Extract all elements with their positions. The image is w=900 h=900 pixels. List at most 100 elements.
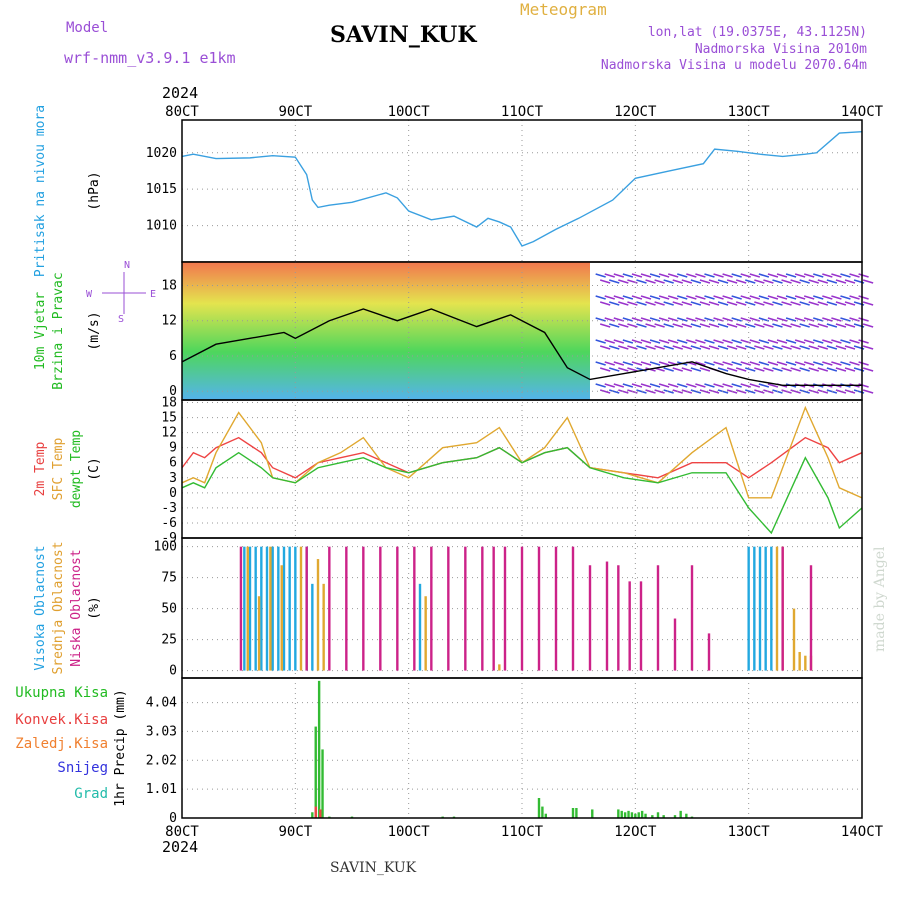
compass-east: E [150,289,156,300]
wind-barb [731,339,742,344]
compass-north: N [124,260,130,271]
wind-barb [695,295,706,300]
wind-barb [654,345,665,350]
bar [630,812,634,818]
wind-barb [609,389,620,394]
wind-barb [745,301,756,306]
wind-barb [826,301,838,306]
wind-barb [672,279,683,284]
bar [379,546,382,671]
bar [243,546,246,671]
wind-barb [717,301,729,306]
wind-barb [763,367,774,372]
wind-barb [622,273,634,278]
wind-barb [822,295,833,300]
wind-barb [826,323,838,328]
bar [498,664,501,671]
wind-barb [690,301,702,306]
wind-barb [745,345,756,350]
wind-barb [858,273,869,278]
wind-barb [681,345,693,350]
wind-barb [686,383,697,388]
wind-barb [595,339,606,344]
wind-barb [754,279,765,284]
bar [464,546,467,671]
station-title: SAVIN_KUK [330,22,477,48]
y-tick-label: 0 [169,811,177,826]
wind-barb [640,361,652,366]
wind-barb [658,295,670,300]
bar [605,561,609,671]
panel-frame [181,677,863,819]
wind-barb [781,279,792,284]
wind-barb [654,389,665,394]
bar [640,810,644,818]
bar [575,808,578,818]
series-line [181,405,863,499]
bar [809,565,813,671]
wind-barb [817,301,829,306]
wind-barb [713,317,724,322]
y-tick-label: 18 [161,278,177,293]
wind-barb [758,383,770,388]
bar [627,810,630,818]
wind-barb [667,339,679,344]
wind-barb [776,317,788,322]
wind-barb [813,361,824,366]
wind-barb [622,295,634,300]
bar [620,810,623,818]
bar [544,813,547,818]
y-tick-label: -9 [161,531,177,546]
wind-barb [663,279,674,284]
y-tick-label: 0 [169,664,177,679]
bar [679,810,682,818]
wind-barb [790,279,801,284]
wind-barb [613,273,625,278]
wind-barb [704,383,715,388]
compass-south: S [118,314,124,325]
y-tick-label: 100 [154,540,177,555]
wind-barb [636,345,647,350]
wind-barb [858,383,869,388]
lonlat-text: lon,lat (19.0375E, 43.1125N) [647,25,867,40]
wind-barb [604,361,615,366]
y-axis-label: 1hr Precip (mm) [113,689,128,806]
bar [571,546,575,671]
wind-barb [645,301,656,306]
x-tick-label-bottom: 12OCT [614,824,657,840]
wind-barb [763,301,774,306]
wind-barb [699,367,711,372]
wind-barb [754,301,765,306]
wind-barb [595,383,606,388]
bar [588,565,592,671]
wind-barb [822,361,833,366]
wind-barb [681,323,693,328]
bar [656,812,660,818]
wind-barb [636,389,647,394]
wind-barb [763,323,774,328]
wind-barb [645,323,656,328]
wind-barb [599,323,611,328]
wind-barb [817,367,829,372]
wind-barb [618,345,629,350]
wind-barb [772,367,783,372]
wind-barb [717,345,729,350]
wind-barb [749,361,761,366]
wind-barb [654,279,665,284]
wind-barb [604,339,615,344]
wind-barb [767,273,779,278]
wind-barb [595,273,606,278]
bar [345,546,348,671]
wind-barb [785,273,797,278]
wind-barb [627,345,638,350]
wind-barb [640,273,652,278]
wind-barb [799,367,810,372]
wind-barb [658,361,670,366]
wind-barb [862,323,874,328]
wind-barb [803,295,815,300]
wind-barb [713,339,724,344]
wind-barb [649,317,661,322]
wind-barb [622,383,634,388]
wind-barb [631,295,643,300]
wind-barb [822,339,833,344]
